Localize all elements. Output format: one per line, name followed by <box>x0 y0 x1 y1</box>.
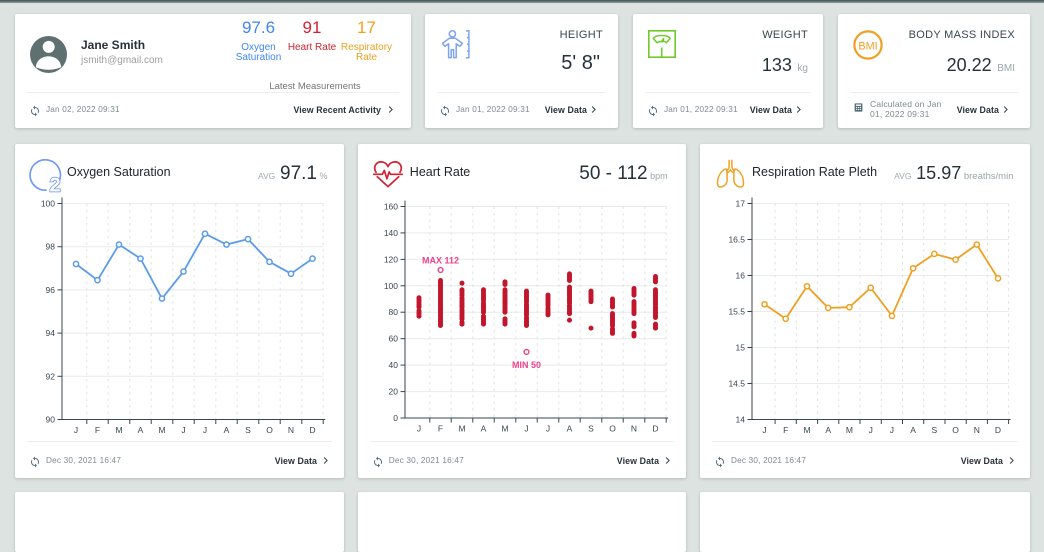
svg-text:A: A <box>566 423 572 433</box>
svg-text:O: O <box>266 425 273 435</box>
svg-text:14.5: 14.5 <box>728 378 745 388</box>
svg-text:F: F <box>783 425 788 435</box>
svg-text:60: 60 <box>388 333 398 343</box>
svg-text:14: 14 <box>736 414 746 424</box>
svg-text:A: A <box>825 425 831 435</box>
svg-text:N: N <box>974 425 980 435</box>
svg-text:98: 98 <box>46 241 56 251</box>
svg-text:J: J <box>524 423 528 433</box>
svg-text:80: 80 <box>388 307 398 317</box>
svg-text:J: J <box>417 423 421 433</box>
svg-text:15.5: 15.5 <box>728 306 745 316</box>
svg-text:F: F <box>95 425 100 435</box>
svg-text:J: J <box>890 425 894 435</box>
svg-text:J: J <box>762 425 766 435</box>
svg-text:J: J <box>203 425 207 435</box>
svg-text:A: A <box>910 425 916 435</box>
svg-text:A: A <box>480 423 486 433</box>
svg-text:MIN 50: MIN 50 <box>512 359 541 369</box>
svg-text:MAX 112: MAX 112 <box>422 255 459 265</box>
svg-text:O: O <box>609 423 616 433</box>
svg-text:120: 120 <box>384 254 398 264</box>
svg-text:M: M <box>501 423 508 433</box>
svg-text:D: D <box>652 423 658 433</box>
svg-text:O: O <box>952 425 959 435</box>
svg-text:J: J <box>74 425 78 435</box>
svg-text:J: J <box>181 425 185 435</box>
svg-text:A: A <box>138 425 144 435</box>
svg-text:90: 90 <box>46 414 56 424</box>
svg-text:94: 94 <box>46 328 56 338</box>
svg-text:S: S <box>588 423 594 433</box>
svg-text:92: 92 <box>46 371 56 381</box>
svg-text:S: S <box>245 425 251 435</box>
svg-text:A: A <box>224 425 230 435</box>
svg-text:140: 140 <box>384 227 398 237</box>
svg-text:M: M <box>846 425 853 435</box>
svg-text:0: 0 <box>393 412 398 422</box>
svg-text:S: S <box>931 425 937 435</box>
svg-text:F: F <box>438 423 443 433</box>
svg-text:D: D <box>309 425 315 435</box>
svg-text:16.5: 16.5 <box>728 234 745 244</box>
svg-text:M: M <box>115 425 122 435</box>
svg-text:40: 40 <box>388 360 398 370</box>
svg-text:96: 96 <box>46 284 56 294</box>
svg-text:20: 20 <box>388 386 398 396</box>
svg-text:BMI: BMI <box>859 40 878 52</box>
svg-text:100: 100 <box>41 198 55 208</box>
svg-text:J: J <box>546 423 550 433</box>
svg-text:N: N <box>288 425 294 435</box>
svg-text:M: M <box>803 425 810 435</box>
svg-text:100: 100 <box>384 280 398 290</box>
svg-text:15: 15 <box>736 342 746 352</box>
svg-text:M: M <box>458 423 465 433</box>
svg-text:N: N <box>631 423 637 433</box>
svg-text:16: 16 <box>736 270 746 280</box>
svg-text:J: J <box>869 425 873 435</box>
svg-text:160: 160 <box>384 201 398 211</box>
svg-text:2: 2 <box>49 174 60 195</box>
svg-text:D: D <box>995 425 1001 435</box>
svg-text:M: M <box>158 425 165 435</box>
svg-text:17: 17 <box>736 198 746 208</box>
